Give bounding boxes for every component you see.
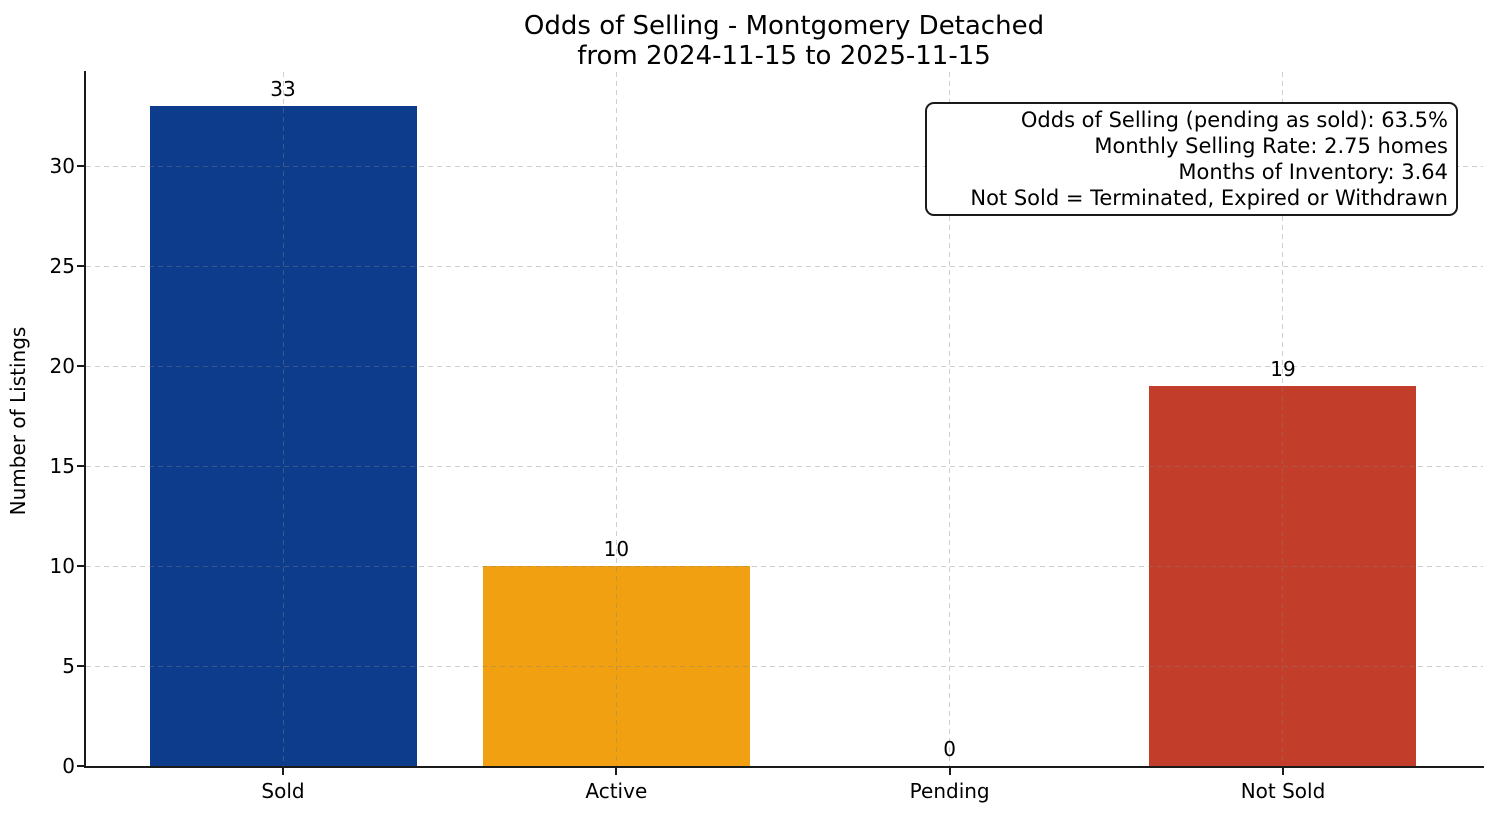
bar-sold	[149, 106, 417, 766]
annotation-line-months-inventory: Months of Inventory: 3.64	[1178, 160, 1448, 184]
y-tick-label: 25	[49, 254, 75, 278]
chart-title-line1: Odds of Selling - Montgomery Detached	[523, 11, 1045, 41]
bar-active	[482, 566, 750, 766]
y-gridline	[86, 665, 1483, 667]
y-tick-mark	[77, 565, 85, 567]
bar-value-label: 33	[270, 77, 296, 101]
x-tick-mark	[282, 768, 284, 775]
x-tick-label: Pending	[909, 779, 990, 803]
x-gridline	[615, 72, 617, 766]
y-gridline	[86, 265, 1483, 267]
y-tick-mark	[77, 165, 85, 167]
bar-value-label: 0	[943, 737, 957, 761]
y-tick-mark	[77, 465, 85, 467]
y-axis-spine	[84, 71, 86, 768]
x-tick-label: Active	[585, 779, 648, 803]
x-gridline	[1282, 72, 1284, 766]
annotation-line-odds: Odds of Selling (pending as sold): 63.5%	[1020, 108, 1448, 132]
x-tick-label: Sold	[261, 779, 305, 803]
y-gridline	[86, 165, 1483, 167]
stats-annotation-box: Odds of Selling (pending as sold): 63.5%…	[925, 102, 1458, 216]
y-gridline	[86, 465, 1483, 467]
x-gridline	[949, 72, 951, 766]
y-tick-mark	[77, 665, 85, 667]
y-axis-label: Number of Listings	[6, 326, 30, 516]
annotation-line-monthly-rate: Monthly Selling Rate: 2.75 homes	[1094, 134, 1448, 158]
y-gridline	[86, 565, 1483, 567]
y-gridline	[86, 365, 1483, 367]
x-axis-spine	[84, 766, 1484, 768]
bar-value-label: 19	[1270, 357, 1296, 381]
y-tick-mark	[77, 265, 85, 267]
y-tick-label: 20	[49, 354, 75, 378]
x-tick-mark	[1281, 768, 1284, 775]
x-gridline	[282, 72, 284, 766]
y-tick-label: 5	[62, 654, 75, 678]
bar-not-sold	[1149, 386, 1417, 766]
y-tick-label: 0	[62, 754, 75, 778]
annotation-line-not-sold-definition: Not Sold = Terminated, Expired or Withdr…	[970, 186, 1448, 210]
y-tick-label: 30	[49, 154, 75, 178]
chart-title-line2: from 2024-11-15 to 2025-11-15	[577, 41, 991, 71]
chart-title: Odds of Selling - Montgomery Detached fr…	[85, 11, 1483, 71]
x-tick-label: Not Sold	[1240, 779, 1326, 803]
x-tick-mark	[948, 768, 951, 775]
y-tick-mark	[77, 365, 85, 367]
y-tick-label: 15	[49, 454, 75, 478]
bar-value-label: 10	[603, 537, 630, 561]
x-tick-mark	[615, 768, 618, 775]
y-tick-label: 10	[49, 554, 75, 578]
y-tick-mark	[77, 765, 85, 767]
